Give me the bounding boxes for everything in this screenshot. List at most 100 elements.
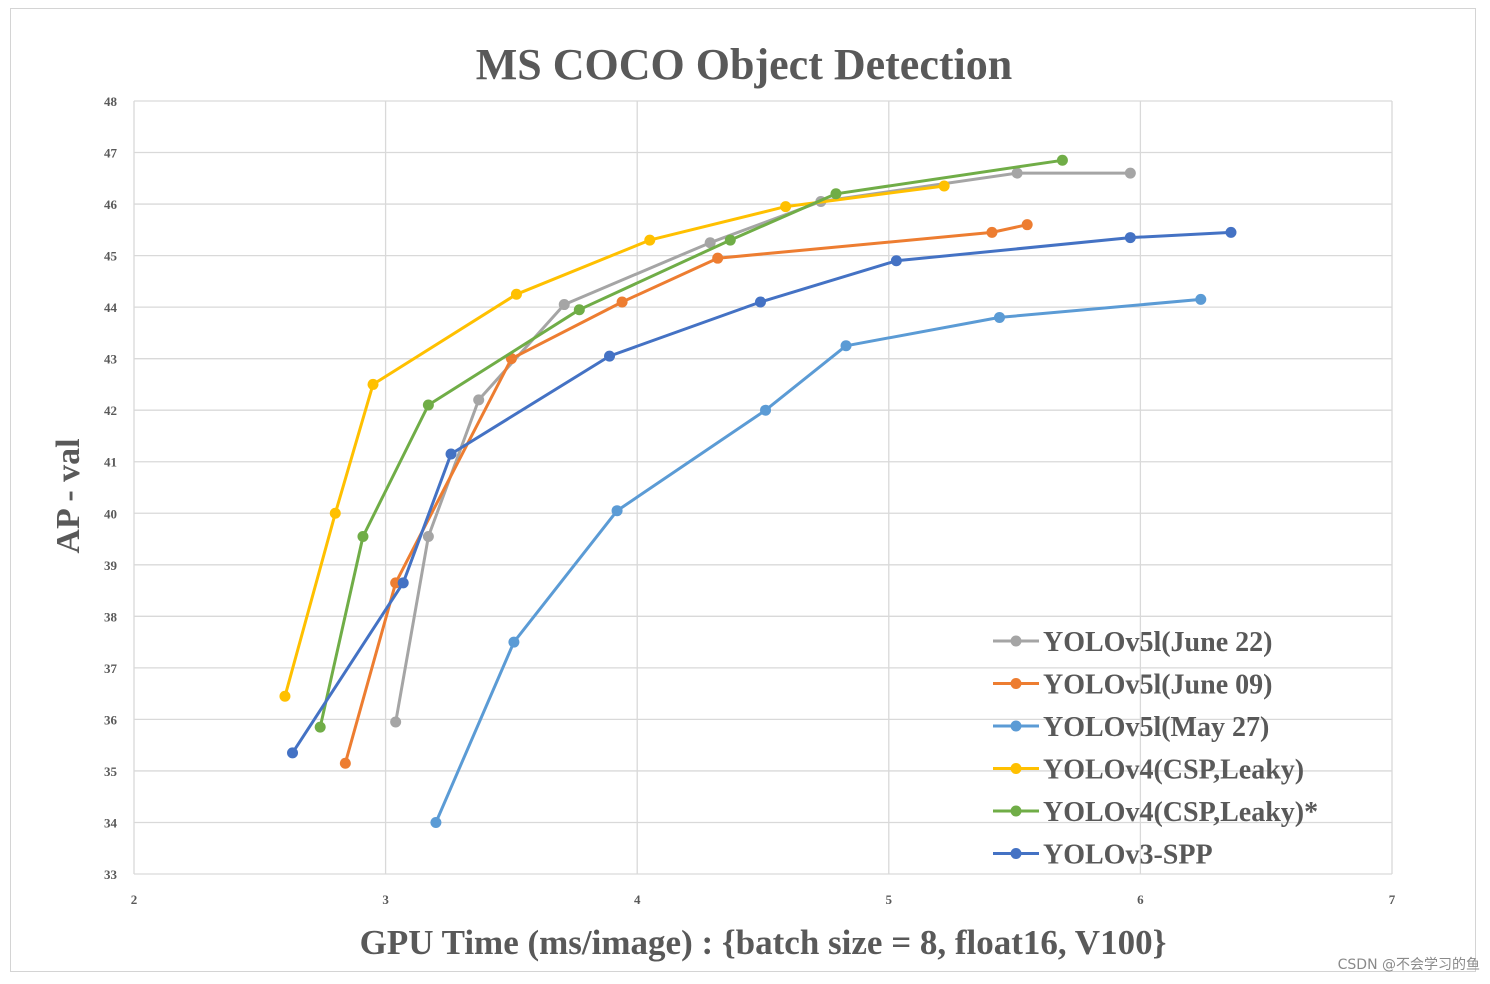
x-tick-label: 3: [382, 892, 389, 907]
data-point: [830, 188, 842, 200]
data-point: [390, 716, 402, 728]
data-point: [430, 816, 442, 828]
data-point: [422, 399, 434, 411]
data-point: [840, 340, 852, 352]
series-0: [390, 167, 1136, 728]
series-line: [434, 297, 1201, 824]
y-tick-label: 38: [104, 609, 118, 624]
y-tick-label: 47: [104, 146, 118, 161]
series-line: [291, 230, 1232, 754]
data-point: [573, 304, 585, 316]
series-5: [287, 226, 1237, 759]
watermark: CSDN @不会学习的鱼: [1337, 957, 1480, 973]
legend-marker: [1010, 720, 1022, 732]
legend-item: YOLOv3-SPP: [993, 840, 1213, 871]
series-line: [394, 171, 1131, 723]
legend-item: YOLOv5l(May 27): [993, 712, 1269, 743]
legend-item: YOLOv4(CSP,Leaky)*: [993, 797, 1318, 828]
data-point: [644, 234, 656, 246]
legend: YOLOv5l(June 22) YOLOv5l(June 09) YOLOv5l(…: [993, 627, 1318, 871]
x-tick-label: 6: [1137, 892, 1144, 907]
y-axis-title: AP - val: [50, 438, 87, 553]
data-point: [1011, 167, 1023, 179]
y-tick-label: 39: [104, 558, 118, 573]
y-tick-label: 34: [104, 815, 118, 830]
legend-item: YOLOv5l(June 09): [993, 670, 1272, 701]
y-tick-label: 44: [104, 300, 118, 315]
series-line: [343, 223, 1028, 764]
data-point: [1195, 293, 1207, 305]
data-point: [287, 747, 299, 759]
y-tick-label: 37: [104, 661, 118, 676]
data-point: [994, 311, 1006, 323]
legend-marker: [1010, 678, 1022, 689]
data-point: [712, 252, 724, 264]
data-point: [938, 180, 950, 192]
data-point: [367, 378, 379, 390]
y-tick-label: 48: [104, 94, 118, 109]
data-point: [890, 255, 902, 267]
legend-marker: [1010, 763, 1022, 774]
data-point: [445, 448, 457, 460]
data-point: [1124, 232, 1136, 244]
data-point: [558, 299, 570, 311]
y-tick-label: 41: [104, 455, 117, 470]
series-1: [339, 219, 1033, 769]
data-point: [508, 636, 520, 648]
legend-item: YOLOv5l(June 22): [993, 627, 1272, 658]
data-point: [314, 721, 326, 733]
series-2: [430, 293, 1207, 828]
data-point: [704, 237, 716, 249]
y-tick-label: 40: [104, 506, 117, 521]
chart-frame: MS COCO Object Detection 33 34 35 36 37 38 39 4…: [10, 8, 1476, 972]
data-point: [760, 404, 772, 416]
data-point: [390, 577, 402, 589]
x-tick-label: 4: [634, 892, 641, 907]
legend-label: YOLOv5l(May 27): [1043, 712, 1269, 743]
data-point: [1124, 167, 1136, 179]
data-point: [611, 505, 623, 517]
data-point: [510, 288, 522, 300]
data-point: [1056, 154, 1068, 166]
data-point: [357, 530, 369, 542]
legend-label: YOLOv3-SPP: [1043, 840, 1213, 871]
data-point: [780, 201, 792, 213]
data-point: [329, 507, 341, 519]
data-point: [604, 350, 616, 362]
data-point: [986, 226, 998, 238]
y-tick-label: 36: [104, 712, 118, 727]
y-tick-label: 46: [104, 197, 118, 212]
legend-item: YOLOv4(CSP,Leaky): [993, 755, 1304, 786]
legend-marker: [1010, 805, 1022, 817]
x-tick-label: 2: [131, 892, 138, 907]
data-point: [1225, 226, 1237, 238]
data-point: [616, 296, 628, 308]
y-tick-label: 42: [104, 403, 117, 418]
x-axis-title: GPU Time (ms/image) : {batch size = 8, f…: [360, 923, 1167, 962]
series-4: [314, 154, 1068, 733]
y-tick-label: 45: [104, 249, 118, 264]
data-point: [397, 577, 409, 589]
series-layer: [279, 154, 1237, 828]
chart-title: MS COCO Object Detection: [476, 40, 1012, 89]
data-point: [473, 394, 485, 406]
y-tick-label: 33: [104, 867, 118, 882]
x-tick-label: 5: [886, 892, 893, 907]
data-point: [422, 530, 434, 542]
series-3: [279, 180, 950, 702]
legend-marker: [1010, 848, 1022, 859]
series-line: [318, 158, 1063, 728]
legend-marker: [1010, 635, 1022, 647]
y-tick-label: 35: [104, 764, 118, 779]
data-point: [1021, 219, 1033, 231]
data-point: [339, 757, 351, 769]
data-point: [754, 296, 766, 308]
legend-label: YOLOv5l(June 22): [1043, 627, 1272, 658]
x-tick-label: 7: [1389, 892, 1396, 907]
legend-label: YOLOv4(CSP,Leaky)*: [1043, 797, 1318, 828]
y-tick-label: 43: [104, 352, 118, 367]
chart-svg: MS COCO Object Detection 333435363738394…: [50, 40, 1396, 962]
data-point: [279, 690, 291, 702]
legend-label: YOLOv4(CSP,Leaky): [1043, 755, 1304, 786]
